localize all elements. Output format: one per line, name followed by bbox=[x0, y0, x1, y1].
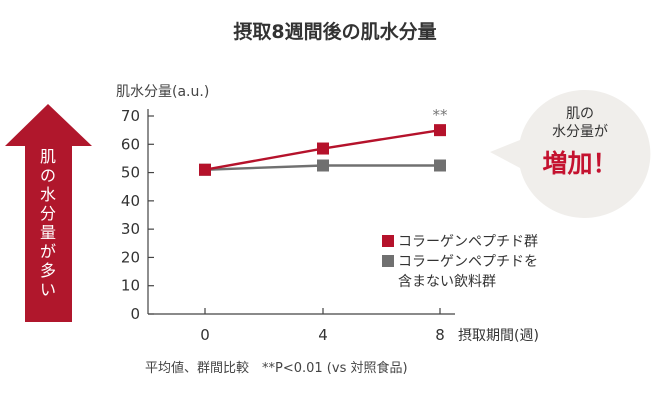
y-tick-label: 40 bbox=[121, 192, 140, 210]
x-ticks: 0 4 8 bbox=[200, 308, 445, 344]
y-axis-label: 肌水分量(a.u.) bbox=[116, 84, 209, 100]
callout-line1: 肌の bbox=[566, 106, 594, 122]
x-axis-label: 摂取期間(週) bbox=[458, 328, 539, 344]
significance-marker: ** bbox=[433, 106, 449, 124]
arrow-label-char: 多 bbox=[40, 261, 56, 280]
callout-bubble: 肌の 水分量が 増加！ bbox=[490, 89, 651, 218]
callout-emphasis: 増加！ bbox=[542, 149, 617, 178]
arrow-label-char: 水 bbox=[40, 185, 56, 204]
y-tick-label: 60 bbox=[121, 135, 140, 153]
arrow-label-char: の bbox=[40, 166, 56, 185]
y-tick-label: 50 bbox=[121, 164, 140, 182]
y-tick-label: 30 bbox=[121, 220, 140, 238]
arrow-up-icon bbox=[5, 104, 92, 322]
arrow-label-char: 分 bbox=[40, 204, 56, 223]
legend-swatch bbox=[382, 255, 394, 267]
series-collagen-point bbox=[199, 163, 211, 176]
arrow-label-char: 量 bbox=[40, 223, 56, 242]
arrow-label-char: 肌 bbox=[40, 147, 56, 166]
legend-swatch bbox=[382, 235, 394, 247]
series-collagen-point bbox=[434, 124, 446, 137]
y-tick-label: 20 bbox=[121, 248, 140, 266]
y-tick-label: 10 bbox=[121, 277, 140, 295]
legend-label: コラーゲンペプチド群 bbox=[398, 234, 538, 250]
legend-label: コラーゲンペプチドを bbox=[398, 254, 538, 270]
callout-line2: 水分量が bbox=[552, 124, 608, 140]
arrow-label-char: い bbox=[40, 280, 56, 299]
x-tick-label: 4 bbox=[318, 326, 328, 344]
series-control-point bbox=[434, 159, 446, 172]
legend-label: 含まない飲料群 bbox=[398, 274, 496, 290]
series-control-point bbox=[317, 159, 329, 172]
series-collagen-point bbox=[317, 142, 329, 155]
y-tick-label: 0 bbox=[130, 305, 140, 323]
y-tick-label: 70 bbox=[121, 107, 140, 125]
series-group bbox=[199, 124, 446, 176]
chart-title: 摂取8週間後の肌水分量 bbox=[233, 20, 436, 43]
y-ticks: 0 10 20 30 40 50 60 70 bbox=[121, 107, 154, 323]
arrow-label-char: が bbox=[40, 242, 56, 261]
x-tick-label: 0 bbox=[200, 326, 210, 344]
footnote: 平均値、群間比較 **P<0.01 (vs 対照食品) bbox=[145, 360, 408, 376]
x-tick-label: 8 bbox=[435, 326, 445, 344]
